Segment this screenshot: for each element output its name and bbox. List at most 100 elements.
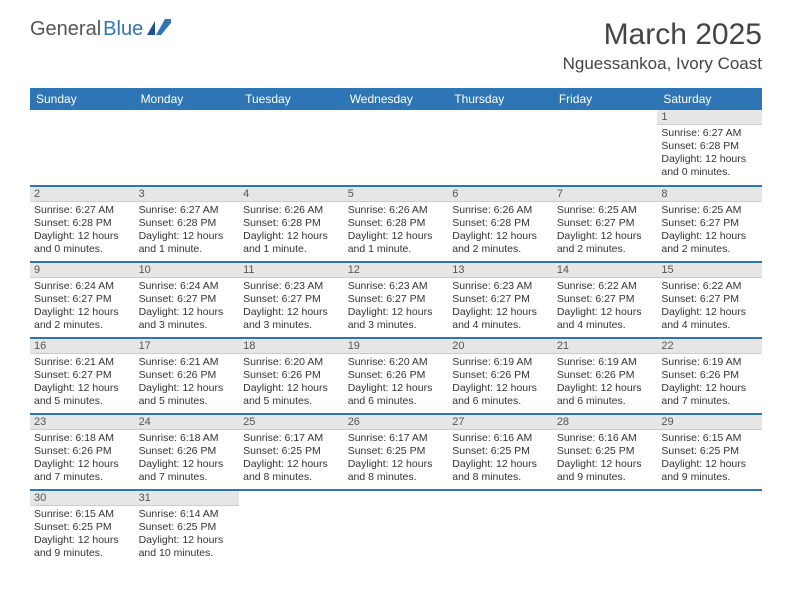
sunrise-text: Sunrise: 6:24 AM <box>139 280 236 293</box>
day-content: Sunrise: 6:27 AMSunset: 6:28 PMDaylight:… <box>135 202 240 261</box>
day-cell: 19Sunrise: 6:20 AMSunset: 6:26 PMDayligh… <box>344 338 449 414</box>
day-content: Sunrise: 6:17 AMSunset: 6:25 PMDaylight:… <box>239 430 344 489</box>
week-row: 2Sunrise: 6:27 AMSunset: 6:28 PMDaylight… <box>30 186 762 262</box>
brand-part1: General <box>30 18 101 41</box>
day-cell <box>135 110 240 186</box>
flag-icon <box>147 19 171 40</box>
daylight-text: Daylight: 12 hours and 1 minute. <box>243 230 340 256</box>
day-cell <box>239 110 344 186</box>
sunset-text: Sunset: 6:27 PM <box>557 293 654 306</box>
day-cell: 29Sunrise: 6:15 AMSunset: 6:25 PMDayligh… <box>657 414 762 490</box>
day-content: Sunrise: 6:26 AMSunset: 6:28 PMDaylight:… <box>448 202 553 261</box>
sunrise-text: Sunrise: 6:23 AM <box>348 280 445 293</box>
sunset-text: Sunset: 6:25 PM <box>348 445 445 458</box>
day-content: Sunrise: 6:16 AMSunset: 6:25 PMDaylight:… <box>448 430 553 489</box>
sunrise-text: Sunrise: 6:22 AM <box>557 280 654 293</box>
day-number: 24 <box>135 415 240 430</box>
daylight-text: Daylight: 12 hours and 2 minutes. <box>661 230 758 256</box>
day-number: 3 <box>135 187 240 202</box>
day-content: Sunrise: 6:23 AMSunset: 6:27 PMDaylight:… <box>239 278 344 337</box>
day-content: Sunrise: 6:27 AMSunset: 6:28 PMDaylight:… <box>30 202 135 261</box>
sunrise-text: Sunrise: 6:17 AM <box>348 432 445 445</box>
sunset-text: Sunset: 6:25 PM <box>661 445 758 458</box>
day-cell: 2Sunrise: 6:27 AMSunset: 6:28 PMDaylight… <box>30 186 135 262</box>
day-number: 20 <box>448 339 553 354</box>
week-row: 9Sunrise: 6:24 AMSunset: 6:27 PMDaylight… <box>30 262 762 338</box>
sunrise-text: Sunrise: 6:27 AM <box>139 204 236 217</box>
sunrise-text: Sunrise: 6:18 AM <box>139 432 236 445</box>
day-cell: 6Sunrise: 6:26 AMSunset: 6:28 PMDaylight… <box>448 186 553 262</box>
daylight-text: Daylight: 12 hours and 9 minutes. <box>34 534 131 560</box>
daylight-text: Daylight: 12 hours and 3 minutes. <box>139 306 236 332</box>
day-number: 28 <box>553 415 658 430</box>
sunrise-text: Sunrise: 6:20 AM <box>348 356 445 369</box>
day-cell: 22Sunrise: 6:19 AMSunset: 6:26 PMDayligh… <box>657 338 762 414</box>
sunset-text: Sunset: 6:27 PM <box>557 217 654 230</box>
day-cell: 26Sunrise: 6:17 AMSunset: 6:25 PMDayligh… <box>344 414 449 490</box>
sunrise-text: Sunrise: 6:27 AM <box>661 127 758 140</box>
sunrise-text: Sunrise: 6:19 AM <box>661 356 758 369</box>
day-cell: 17Sunrise: 6:21 AMSunset: 6:26 PMDayligh… <box>135 338 240 414</box>
day-cell <box>553 110 658 186</box>
daylight-text: Daylight: 12 hours and 5 minutes. <box>243 382 340 408</box>
sunrise-text: Sunrise: 6:26 AM <box>243 204 340 217</box>
sunset-text: Sunset: 6:27 PM <box>661 293 758 306</box>
daylight-text: Daylight: 12 hours and 7 minutes. <box>661 382 758 408</box>
day-cell: 21Sunrise: 6:19 AMSunset: 6:26 PMDayligh… <box>553 338 658 414</box>
day-content: Sunrise: 6:16 AMSunset: 6:25 PMDaylight:… <box>553 430 658 489</box>
day-content: Sunrise: 6:22 AMSunset: 6:27 PMDaylight:… <box>553 278 658 337</box>
sunrise-text: Sunrise: 6:27 AM <box>34 204 131 217</box>
day-number: 30 <box>30 491 135 506</box>
day-cell: 23Sunrise: 6:18 AMSunset: 6:26 PMDayligh… <box>30 414 135 490</box>
daylight-text: Daylight: 12 hours and 5 minutes. <box>139 382 236 408</box>
sunrise-text: Sunrise: 6:26 AM <box>452 204 549 217</box>
sunset-text: Sunset: 6:28 PM <box>243 217 340 230</box>
day-content: Sunrise: 6:24 AMSunset: 6:27 PMDaylight:… <box>30 278 135 337</box>
day-header: Tuesday <box>239 88 344 110</box>
sunrise-text: Sunrise: 6:14 AM <box>139 508 236 521</box>
sunrise-text: Sunrise: 6:19 AM <box>557 356 654 369</box>
day-number: 18 <box>239 339 344 354</box>
sunset-text: Sunset: 6:26 PM <box>557 369 654 382</box>
day-header: Friday <box>553 88 658 110</box>
day-number: 14 <box>553 263 658 278</box>
day-cell <box>344 490 449 566</box>
day-cell: 31Sunrise: 6:14 AMSunset: 6:25 PMDayligh… <box>135 490 240 566</box>
day-number: 7 <box>553 187 658 202</box>
day-content: Sunrise: 6:21 AMSunset: 6:27 PMDaylight:… <box>30 354 135 413</box>
week-row: 1Sunrise: 6:27 AMSunset: 6:28 PMDaylight… <box>30 110 762 186</box>
sunrise-text: Sunrise: 6:16 AM <box>557 432 654 445</box>
day-number: 10 <box>135 263 240 278</box>
day-cell: 28Sunrise: 6:16 AMSunset: 6:25 PMDayligh… <box>553 414 658 490</box>
sunset-text: Sunset: 6:26 PM <box>348 369 445 382</box>
sunrise-text: Sunrise: 6:20 AM <box>243 356 340 369</box>
sunset-text: Sunset: 6:26 PM <box>139 445 236 458</box>
daylight-text: Daylight: 12 hours and 6 minutes. <box>452 382 549 408</box>
day-number: 6 <box>448 187 553 202</box>
sunrise-text: Sunrise: 6:23 AM <box>452 280 549 293</box>
day-header-row: Sunday Monday Tuesday Wednesday Thursday… <box>30 88 762 110</box>
day-cell <box>448 490 553 566</box>
daylight-text: Daylight: 12 hours and 7 minutes. <box>139 458 236 484</box>
sunset-text: Sunset: 6:25 PM <box>243 445 340 458</box>
sunrise-text: Sunrise: 6:19 AM <box>452 356 549 369</box>
sunset-text: Sunset: 6:28 PM <box>452 217 549 230</box>
day-number: 1 <box>657 110 762 125</box>
day-content: Sunrise: 6:19 AMSunset: 6:26 PMDaylight:… <box>553 354 658 413</box>
sunset-text: Sunset: 6:28 PM <box>34 217 131 230</box>
sunset-text: Sunset: 6:25 PM <box>139 521 236 534</box>
month-title: March 2025 <box>563 18 762 52</box>
sunset-text: Sunset: 6:25 PM <box>557 445 654 458</box>
page-header: General Blue March 2025 Nguessankoa, Ivo… <box>0 0 792 82</box>
day-cell: 24 Sunrise: 6:18 AMSunset: 6:26 PMDayligh… <box>135 414 240 490</box>
day-number: 19 <box>344 339 449 354</box>
daylight-text: Daylight: 12 hours and 8 minutes. <box>452 458 549 484</box>
sunset-text: Sunset: 6:26 PM <box>661 369 758 382</box>
sunset-text: Sunset: 6:26 PM <box>452 369 549 382</box>
day-cell: 8Sunrise: 6:25 AMSunset: 6:27 PMDaylight… <box>657 186 762 262</box>
day-number: 8 <box>657 187 762 202</box>
day-cell: 4Sunrise: 6:26 AMSunset: 6:28 PMDaylight… <box>239 186 344 262</box>
day-cell: 1Sunrise: 6:27 AMSunset: 6:28 PMDaylight… <box>657 110 762 186</box>
day-cell: 12Sunrise: 6:23 AMSunset: 6:27 PMDayligh… <box>344 262 449 338</box>
day-content: Sunrise: 6:27 AMSunset: 6:28 PMDaylight:… <box>657 125 762 184</box>
